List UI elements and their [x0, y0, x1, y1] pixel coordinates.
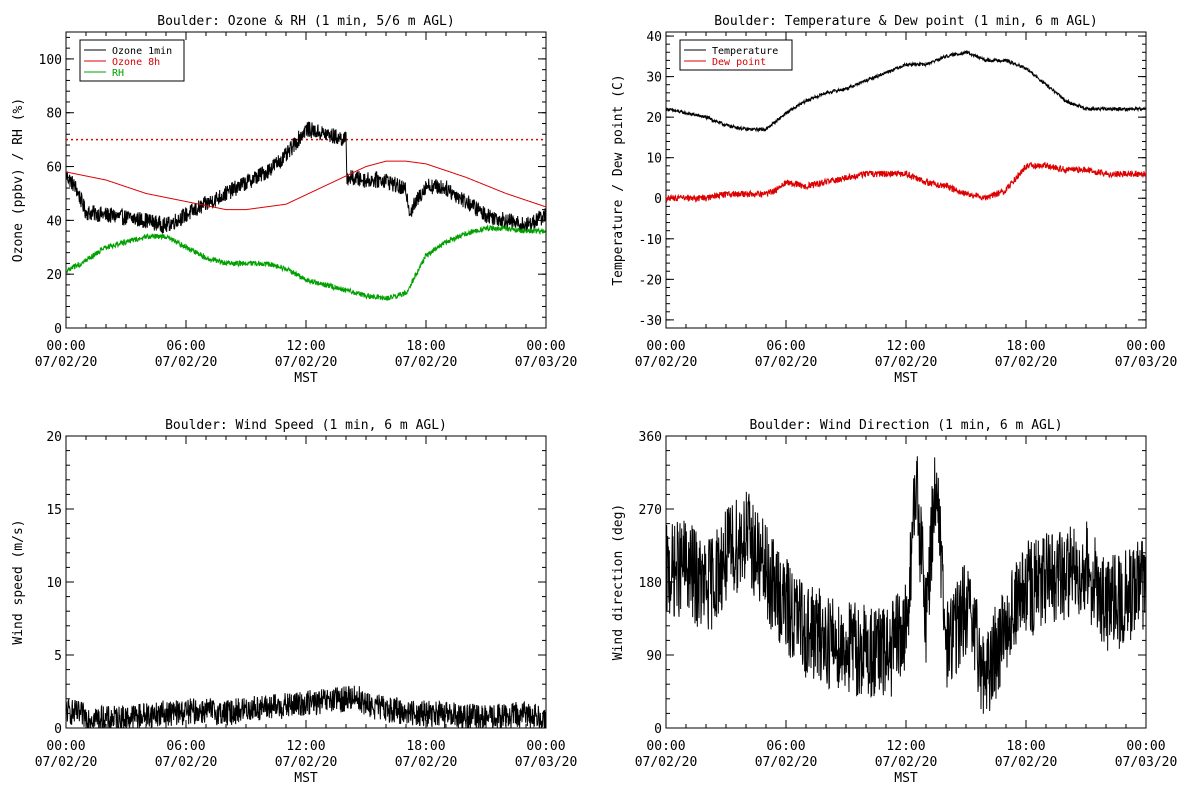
series-line-temperature	[666, 50, 1146, 133]
x-tick-label-date: 07/03/20	[1115, 755, 1178, 770]
x-tick-label-time: 06:00	[766, 339, 805, 354]
x-tick-label-date: 07/02/20	[755, 755, 818, 770]
legend-box	[679, 39, 793, 71]
chart-panel-1: Boulder: Ozone & RH (1 min, 5/6 m AGL) 0 2…	[11, 14, 577, 386]
y-tick-label: 40	[46, 214, 62, 229]
x-tick-label-date: 07/02/20	[875, 355, 938, 370]
x-tick-label-date: 07/02/20	[275, 355, 338, 370]
x-axis-label: MST	[894, 371, 918, 386]
x-tick-label-time: 18:00	[406, 739, 445, 754]
x-tick-label-time: 06:00	[166, 339, 205, 354]
x-tick-label-time: 06:00	[766, 739, 805, 754]
x-tick-label-time: 18:00	[1006, 339, 1045, 354]
y-tick-label: 0	[54, 322, 62, 337]
x-tick-label-time: 18:00	[406, 339, 445, 354]
x-tick-label-time: 00:00	[1126, 339, 1165, 354]
series-line-data	[666, 456, 1146, 714]
x-tick-label-date: 07/02/20	[35, 355, 98, 370]
y-tick-label: 100	[39, 53, 62, 68]
y-tick-label: -20	[639, 273, 662, 288]
x-tick-label-date: 07/02/20	[275, 755, 338, 770]
y-axis-label: Wind direction (deg)	[611, 504, 626, 661]
y-tick-label: 60	[46, 161, 62, 176]
y-tick-label: 5	[54, 649, 62, 664]
x-tick-label-date: 07/02/20	[995, 755, 1058, 770]
legend-label: Ozone 8h	[112, 57, 160, 68]
y-tick-label: -10	[639, 233, 662, 248]
y-tick-label: 80	[46, 107, 62, 122]
chart-panel-4: Boulder: Wind Direction (1 min, 6 m AGL)…	[611, 418, 1177, 786]
y-axis-label: Wind speed (m/s)	[11, 519, 26, 644]
y-tick-label: 270	[639, 503, 662, 518]
y-tick-label: 10	[646, 152, 662, 167]
x-tick-label-date: 07/02/20	[875, 755, 938, 770]
y-tick-label: 0	[654, 722, 662, 737]
y-tick-label: 0	[54, 722, 62, 737]
x-tick-label-time: 00:00	[1126, 739, 1165, 754]
x-tick-label-date: 07/03/20	[1115, 355, 1178, 370]
series-line-data	[66, 685, 546, 728]
chart-panel-2: Boulder: Temperature & Dew point (1 min,…	[611, 14, 1177, 386]
series-line-ozone-8h	[66, 160, 546, 211]
x-axis-label: MST	[294, 371, 318, 386]
chart-title: Boulder: Temperature & Dew point (1 min,…	[714, 14, 1098, 29]
x-tick-label-date: 07/02/20	[755, 355, 818, 370]
chart-title: Boulder: Ozone & RH (1 min, 5/6 m AGL)	[157, 14, 454, 29]
x-tick-label-date: 07/02/20	[635, 355, 698, 370]
x-tick-label-time: 06:00	[166, 739, 205, 754]
y-axis-label: Ozone (ppbv) / RH (%)	[11, 98, 26, 262]
x-tick-label-date: 07/02/20	[35, 755, 98, 770]
y-tick-label: 40	[646, 30, 662, 45]
series-line-dew-point	[666, 161, 1146, 203]
y-tick-label: 20	[646, 111, 662, 126]
x-tick-label-time: 00:00	[526, 739, 565, 754]
y-axis-label: Temperature / Dew point (C)	[611, 74, 626, 285]
x-axis-label: MST	[294, 771, 318, 786]
x-tick-label-time: 00:00	[46, 739, 85, 754]
plot-frame	[65, 435, 547, 729]
x-axis-label: MST	[894, 771, 918, 786]
y-tick-label: 180	[639, 576, 662, 591]
series-line-ozone-1min	[66, 121, 546, 235]
chart-title: Boulder: Wind Speed (1 min, 6 m AGL)	[165, 418, 447, 433]
y-tick-label: 20	[46, 430, 62, 445]
x-tick-label-date: 07/02/20	[155, 755, 218, 770]
x-tick-label-date: 07/02/20	[995, 355, 1058, 370]
y-tick-label: 90	[646, 649, 662, 664]
x-tick-label-time: 12:00	[886, 339, 925, 354]
y-tick-label: -30	[639, 314, 662, 329]
x-tick-label-date: 07/02/20	[395, 355, 458, 370]
x-tick-label-time: 12:00	[886, 739, 925, 754]
legend-label: Ozone 1min	[112, 46, 172, 57]
x-tick-label-date: 07/02/20	[395, 755, 458, 770]
x-tick-label-time: 12:00	[286, 739, 325, 754]
x-tick-label-time: 18:00	[1006, 739, 1045, 754]
x-tick-label-date: 07/02/20	[635, 755, 698, 770]
chart-title: Boulder: Wind Direction (1 min, 6 m AGL)	[749, 418, 1062, 433]
y-tick-label: 20	[46, 268, 62, 283]
x-tick-label-date: 07/02/20	[155, 355, 218, 370]
y-tick-label: 0	[654, 192, 662, 207]
series-line-rh	[66, 224, 546, 301]
x-tick-label-time: 00:00	[646, 739, 685, 754]
x-tick-label-date: 07/03/20	[515, 355, 578, 370]
y-tick-label: 10	[46, 576, 62, 591]
x-tick-label-time: 00:00	[46, 339, 85, 354]
y-tick-label: 360	[639, 430, 662, 445]
legend-label: Temperature	[712, 46, 778, 57]
x-tick-label-time: 00:00	[526, 339, 565, 354]
x-tick-label-time: 00:00	[646, 339, 685, 354]
legend-label: RH	[112, 68, 124, 79]
y-tick-label: 30	[646, 71, 662, 86]
x-tick-label-time: 12:00	[286, 339, 325, 354]
y-tick-label: 15	[46, 503, 62, 518]
legend-label: Dew point	[712, 57, 766, 68]
chart-panel-3: Boulder: Wind Speed (1 min, 6 m AGL) 0 5 10…	[11, 418, 577, 786]
x-tick-label-date: 07/03/20	[515, 755, 578, 770]
plot-frame	[665, 31, 1147, 329]
